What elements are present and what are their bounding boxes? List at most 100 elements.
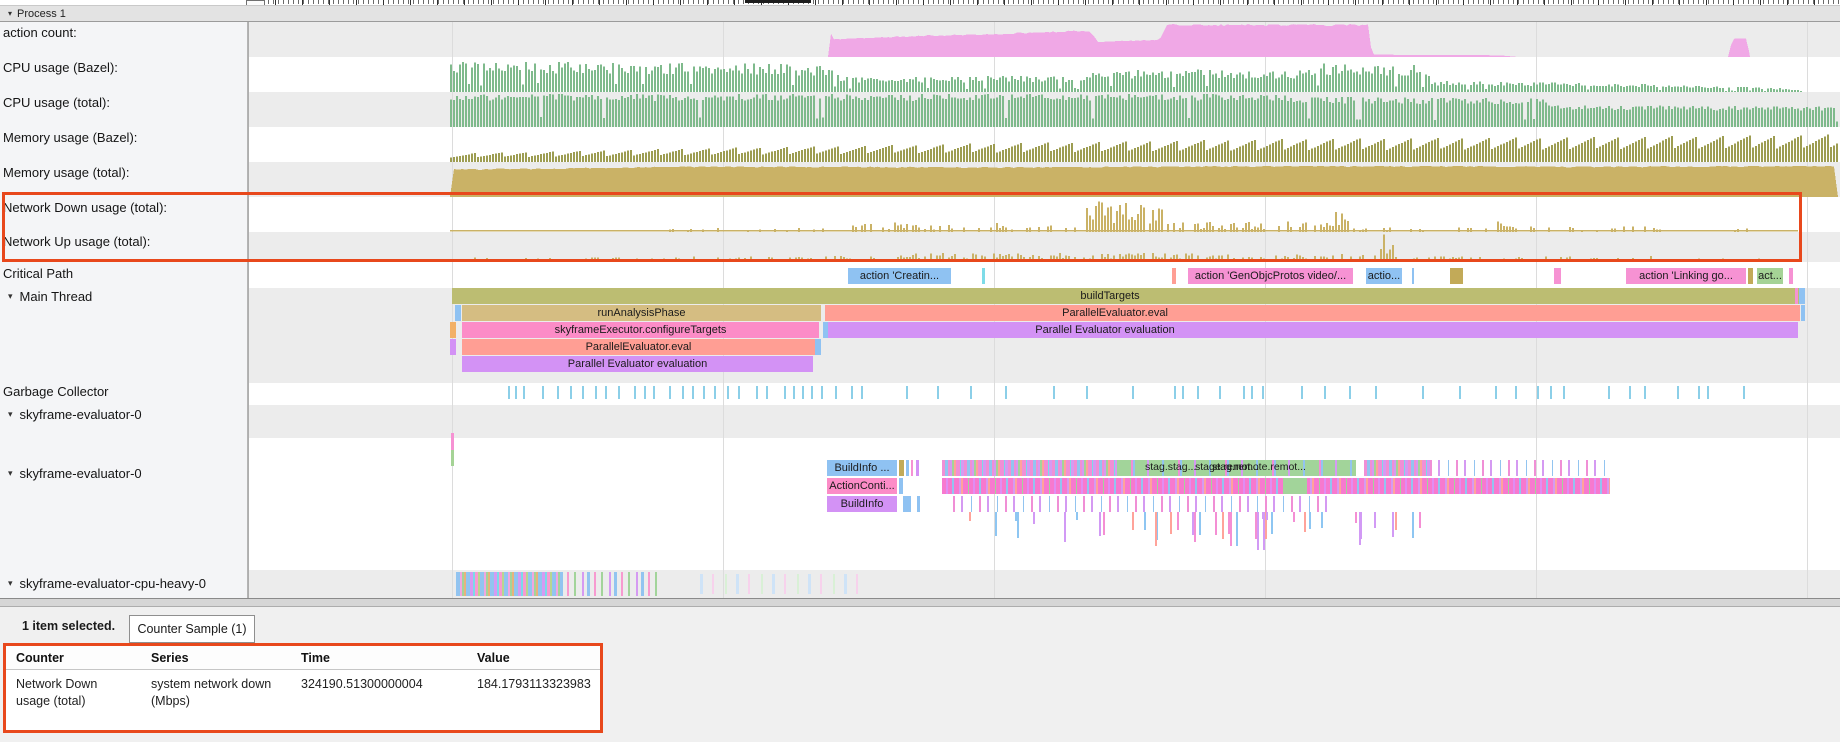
slice-thin[interactable]: [1170, 512, 1172, 534]
track-lane-net-down[interactable]: [248, 197, 1840, 232]
gc-tick-slice[interactable]: [692, 386, 694, 399]
slice[interactable]: skyframeExecutor.configureTargets: [462, 322, 819, 338]
tab-counter-sample[interactable]: Counter Sample (1): [129, 615, 255, 643]
slice-thin[interactable]: [1255, 512, 1257, 539]
gc-tick-slice[interactable]: [1132, 386, 1134, 399]
gc-tick-slice[interactable]: [1698, 386, 1700, 399]
track-lane-skyframe-gap[interactable]: [248, 438, 1840, 462]
gc-tick-slice[interactable]: [1349, 386, 1351, 399]
gc-tick-slice[interactable]: [1629, 386, 1631, 399]
dense-slices-band[interactable]: [560, 572, 662, 596]
slice[interactable]: action 'Creatin...: [848, 268, 951, 284]
slice-sliver[interactable]: [1799, 288, 1805, 304]
dense-slices-band[interactable]: [700, 574, 860, 594]
slice[interactable]: buildTargets: [452, 288, 1804, 304]
gc-tick-slice[interactable]: [703, 386, 705, 399]
slice-sliver[interactable]: [815, 339, 821, 355]
slice-sliver[interactable]: [911, 460, 913, 476]
counter-chart-action-count[interactable]: [248, 22, 1840, 57]
slice-thin[interactable]: [1222, 512, 1224, 539]
slice-sliver[interactable]: [917, 496, 920, 512]
slice-thin[interactable]: [1257, 512, 1259, 550]
gc-tick-slice[interactable]: [1182, 386, 1184, 399]
gc-tick-slice[interactable]: [1563, 386, 1565, 399]
gc-tick-slice[interactable]: [542, 386, 544, 399]
slice-sliver[interactable]: [1554, 268, 1561, 284]
slice-thin[interactable]: [1355, 512, 1357, 523]
gc-tick-slice[interactable]: [557, 386, 559, 399]
gc-tick-slice[interactable]: [1243, 386, 1245, 399]
slice-sliver[interactable]: [1748, 268, 1753, 284]
track-label-net-up[interactable]: Network Up usage (total):: [3, 234, 150, 249]
time-ruler[interactable]: [248, 0, 1840, 8]
slice-thin[interactable]: [1033, 512, 1035, 524]
gc-tick-slice[interactable]: [1053, 386, 1055, 399]
slice-thin[interactable]: [1015, 512, 1017, 521]
slice[interactable]: Parallel Evaluator evaluation: [828, 322, 1798, 338]
slice-thin[interactable]: [1064, 512, 1066, 542]
track-lane-garbage-collector[interactable]: [248, 383, 1840, 405]
slice-sliver[interactable]: [450, 339, 456, 355]
gc-tick-slice[interactable]: [714, 386, 716, 399]
slice-thin[interactable]: [1192, 512, 1194, 535]
slice-sliver[interactable]: [1450, 268, 1463, 284]
slice[interactable]: runAnalysisPhase: [462, 305, 821, 321]
slice-thin[interactable]: [1194, 512, 1196, 542]
slice-thin[interactable]: [1017, 512, 1019, 538]
dense-slices-band[interactable]: [942, 460, 1130, 476]
slice-thin[interactable]: [1236, 512, 1238, 546]
dense-slices-band[interactable]: stag.stag... stage.remot... stag.remote.re…: [1117, 460, 1356, 476]
track-label-cpu-bazel[interactable]: CPU usage (Bazel):: [3, 60, 118, 75]
gc-tick-slice[interactable]: [793, 386, 795, 399]
slice[interactable]: ParallelEvaluator.eval: [462, 339, 815, 355]
slice-thin[interactable]: [1228, 512, 1230, 534]
slice-thin[interactable]: [1419, 512, 1421, 528]
gc-tick-slice[interactable]: [784, 386, 786, 399]
gc-tick-slice[interactable]: [653, 386, 655, 399]
gc-tick-slice[interactable]: [669, 386, 671, 399]
gc-tick-slice[interactable]: [1422, 386, 1424, 399]
slice[interactable]: action 'GenObjcProtos video/...: [1188, 268, 1353, 284]
gc-tick-slice[interactable]: [1644, 386, 1646, 399]
slice-sliver[interactable]: [916, 460, 919, 476]
slice-thin[interactable]: [1199, 512, 1201, 535]
gc-tick-slice[interactable]: [634, 386, 636, 399]
gc-tick-slice[interactable]: [570, 386, 572, 399]
slice-sliver[interactable]: [1412, 268, 1414, 284]
slice-thin[interactable]: [1230, 512, 1232, 546]
track-label-cpu-total[interactable]: CPU usage (total):: [3, 95, 110, 110]
track-label-net-down[interactable]: Network Down usage (total):: [3, 200, 167, 215]
track-label-mem-bazel[interactable]: Memory usage (Bazel):: [3, 130, 137, 145]
gc-tick-slice[interactable]: [605, 386, 607, 399]
track-label-action-count[interactable]: action count:: [3, 25, 77, 40]
gc-tick-slice[interactable]: [1707, 386, 1709, 399]
slice-thin[interactable]: [1271, 512, 1273, 534]
gc-tick-slice[interactable]: [1301, 386, 1303, 399]
slice-thin[interactable]: [1263, 512, 1265, 550]
slice[interactable]: ActionConti...: [827, 478, 897, 494]
dense-slices-band[interactable]: [1364, 460, 1430, 476]
dense-slices-band[interactable]: [942, 478, 1610, 494]
slice[interactable]: BuildInfo ...: [827, 460, 897, 476]
gc-tick-slice[interactable]: [1251, 386, 1253, 399]
gc-tick-slice[interactable]: [970, 386, 972, 399]
gc-tick-slice[interactable]: [861, 386, 863, 399]
slice-thin[interactable]: [1215, 512, 1217, 535]
track-lane-critical-path[interactable]: [248, 262, 1840, 288]
gc-tick-slice[interactable]: [1174, 386, 1176, 399]
gc-tick-slice[interactable]: [1086, 386, 1088, 399]
gc-tick-slice[interactable]: [821, 386, 823, 399]
gc-tick-slice[interactable]: [644, 386, 646, 399]
slice-thin[interactable]: [1265, 512, 1267, 539]
slice[interactable]: BuildInfo: [827, 496, 897, 512]
gc-tick-slice[interactable]: [738, 386, 740, 399]
slice-thin[interactable]: [1321, 512, 1323, 528]
slice-sliver[interactable]: [450, 322, 456, 338]
slice-thin[interactable]: [1395, 512, 1397, 530]
gc-tick-slice[interactable]: [682, 386, 684, 399]
slice[interactable]: action 'Linking go...: [1626, 268, 1746, 284]
gc-tick-slice[interactable]: [1495, 386, 1497, 399]
slice-sliver[interactable]: [903, 496, 911, 512]
slice-sliver[interactable]: [1795, 288, 1798, 304]
slice-sliver[interactable]: [451, 450, 454, 466]
